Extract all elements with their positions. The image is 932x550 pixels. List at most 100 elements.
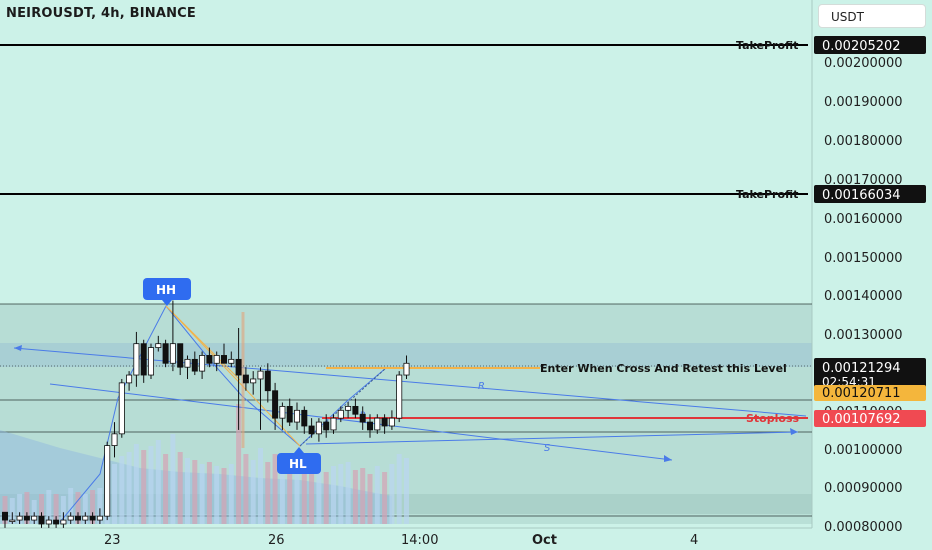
candle-bear[interactable] xyxy=(264,370,271,392)
time-tick-label: 26 xyxy=(268,533,285,548)
candle-bear[interactable] xyxy=(23,515,30,521)
currency-selector[interactable]: USDT xyxy=(818,4,926,28)
candle-bear[interactable] xyxy=(191,358,198,372)
candle-bull[interactable] xyxy=(279,405,286,419)
candle-bull[interactable] xyxy=(228,358,235,364)
candle-bear[interactable] xyxy=(308,425,315,435)
candle-bull[interactable] xyxy=(133,343,140,376)
resistance-arrow-left xyxy=(14,345,22,351)
hh-marker[interactable] xyxy=(143,278,191,300)
candle-bear[interactable] xyxy=(162,343,169,364)
candle-bear[interactable] xyxy=(359,413,366,423)
candle-bull[interactable] xyxy=(60,519,67,525)
price-tick-label: 0.00190000 xyxy=(824,95,903,110)
candle-bull[interactable] xyxy=(82,515,89,521)
price-tick-label: 0.00180000 xyxy=(824,134,903,149)
volume-bar xyxy=(97,488,103,524)
volume-bar xyxy=(374,466,380,524)
candle-bull[interactable] xyxy=(330,417,337,431)
candle-bull[interactable] xyxy=(403,362,410,376)
candle-bear[interactable] xyxy=(75,515,82,521)
candle-bear[interactable] xyxy=(301,409,308,427)
support-label: S xyxy=(544,443,551,454)
candle-bear[interactable] xyxy=(2,511,8,521)
price-tick-label: 0.00170000 xyxy=(824,173,903,188)
candle-bull[interactable] xyxy=(337,409,344,419)
volume-bar xyxy=(272,454,278,524)
candle-bull[interactable] xyxy=(111,433,118,446)
candle-bull[interactable] xyxy=(293,409,300,423)
candle-bull[interactable] xyxy=(147,347,154,376)
volume-bar xyxy=(90,490,96,524)
candle-bull[interactable] xyxy=(213,355,220,364)
volume-bar xyxy=(345,462,351,524)
candle-bull[interactable] xyxy=(199,355,206,372)
candle-bear[interactable] xyxy=(53,519,60,525)
candle-bull[interactable] xyxy=(184,358,191,368)
takeprofit-lower-tag-bg[interactable] xyxy=(814,185,926,203)
hl-marker[interactable] xyxy=(277,453,321,474)
candle-bear[interactable] xyxy=(286,405,293,423)
candle-bull[interactable] xyxy=(104,445,111,517)
candle-bull[interactable] xyxy=(155,343,162,348)
volume-bar xyxy=(2,496,8,524)
volume-bar xyxy=(177,452,183,524)
candle-bull[interactable] xyxy=(169,343,176,364)
price-tick-label: 0.00140000 xyxy=(824,289,903,304)
volume-bar xyxy=(352,470,358,524)
takeprofit-upper-tag: 0.00205202 xyxy=(822,39,901,54)
candle-bear[interactable] xyxy=(272,390,279,419)
candle-bull[interactable] xyxy=(396,374,403,419)
candle-bull[interactable] xyxy=(126,374,133,384)
candle-bull[interactable] xyxy=(374,417,381,431)
volume-bar xyxy=(192,460,198,524)
price-tick-label: 0.00200000 xyxy=(824,56,903,71)
entry-price-tag: 0.00120711 xyxy=(822,386,901,401)
volume-bar xyxy=(309,466,315,524)
takeprofit-upper-tag-bg[interactable] xyxy=(814,36,926,54)
price-axis-background xyxy=(812,0,932,550)
candle-bull[interactable] xyxy=(31,515,38,521)
candle-bear[interactable] xyxy=(206,355,213,364)
candle-bear[interactable] xyxy=(235,358,242,376)
volume-bar xyxy=(119,456,125,524)
volume-bar xyxy=(185,458,190,524)
volume-bar xyxy=(155,440,161,524)
last-price-tag-bg[interactable] xyxy=(814,358,926,390)
candle-bear[interactable] xyxy=(323,421,330,431)
candle-bull[interactable] xyxy=(388,417,395,427)
candle-bear[interactable] xyxy=(38,515,45,525)
candle-bull[interactable] xyxy=(345,405,352,411)
candle-bull[interactable] xyxy=(315,421,322,435)
candle-bull[interactable] xyxy=(16,515,23,521)
candle-bull[interactable] xyxy=(250,378,257,384)
candle-bear[interactable] xyxy=(242,374,249,384)
candle-bull[interactable] xyxy=(257,370,264,380)
volume-bar xyxy=(316,468,322,524)
stoploss-price-tag-bg[interactable] xyxy=(814,410,926,427)
candle-bull[interactable] xyxy=(118,382,125,435)
candle-bear[interactable] xyxy=(89,515,96,521)
candle-bull[interactable] xyxy=(96,515,103,521)
entry-price-tag-bg[interactable] xyxy=(814,385,926,401)
candle-bear[interactable] xyxy=(177,343,184,368)
candle-bear[interactable] xyxy=(140,343,147,376)
fib-line-secondary xyxy=(165,305,241,381)
candle-bull[interactable] xyxy=(9,519,16,522)
time-tick-label: Oct xyxy=(532,533,557,548)
candle-bull[interactable] xyxy=(45,519,52,525)
projection-dotted-line xyxy=(299,367,387,447)
time-tick-label: 23 xyxy=(104,533,121,548)
volume-bar xyxy=(163,454,169,524)
price-tick-label: 0.00100000 xyxy=(824,443,903,458)
hh-marker-pointer xyxy=(162,300,172,306)
candle-bear[interactable] xyxy=(381,417,388,427)
volume-bar xyxy=(9,498,15,524)
swing-path xyxy=(59,305,387,523)
volume-bar xyxy=(75,492,81,524)
candle-bear[interactable] xyxy=(366,421,373,431)
candle-bear[interactable] xyxy=(352,405,359,415)
candle-bear[interactable] xyxy=(220,355,227,364)
candle-bull[interactable] xyxy=(67,515,74,521)
